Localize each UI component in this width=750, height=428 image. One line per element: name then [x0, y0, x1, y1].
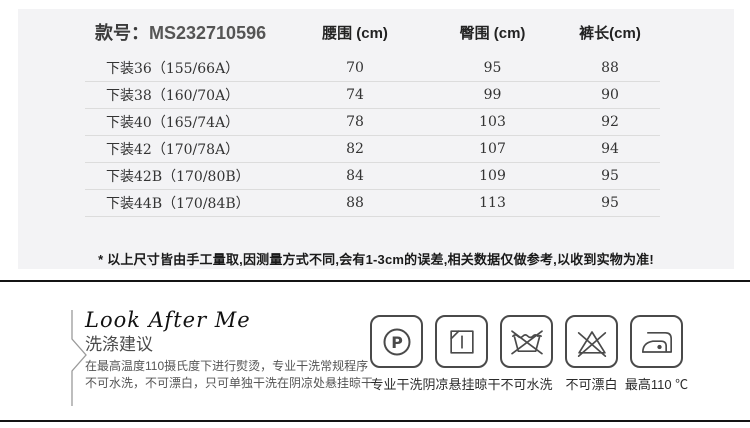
care-item-no-wash: 不可水洗 — [500, 315, 553, 393]
table-row: 下装44B（170/84B） 88 113 95 — [85, 190, 660, 217]
size-chart-panel: 款号：MS232710596 腰围 (cm) 臀围 (cm) 裤长(cm) 下装… — [18, 9, 734, 269]
table-row: 下装42（170/78A） 82 107 94 — [85, 136, 660, 163]
care-label: 不可水洗 — [500, 377, 553, 392]
care-icons-row: P 专业干洗 阴凉悬挂晾干 不可水洗 — [370, 315, 688, 393]
professional-dry-clean-icon: P — [370, 315, 423, 368]
care-item-hang-dry: 阴凉悬挂晾干 — [423, 315, 501, 393]
section-divider — [0, 280, 750, 282]
row-waist: 84 — [346, 168, 364, 184]
table-row: 下装42B（170/80B） 84 109 95 — [85, 163, 660, 190]
row-waist: 82 — [346, 141, 364, 157]
row-length: 92 — [601, 114, 619, 130]
care-title-zh: 洗涤建议 — [85, 335, 153, 354]
care-desc-line2: 不可水洗，不可漂白，只可单独干洗在阴凉处悬挂晾干 — [85, 376, 374, 390]
care-desc-line1: 在最高温度110摄氏度下进行熨烫，专业干洗常规程序 — [85, 359, 369, 373]
table-row: 下装38（160/70A） 74 99 90 — [85, 82, 660, 109]
row-length: 94 — [601, 141, 619, 157]
row-length: 88 — [601, 60, 619, 76]
style-number-label: 款号： — [95, 23, 149, 43]
hang-dry-in-shade-icon — [435, 315, 488, 368]
size-table-header: 款号：MS232710596 腰围 (cm) 臀围 (cm) 裤长(cm) — [85, 9, 660, 55]
measurement-note: * 以上尺寸皆由手工量取,因测量方式不同,会有1-3cm的误差,相关数据仅做参考… — [98, 252, 654, 267]
row-size: 下装42B（170/80B） — [106, 169, 250, 185]
care-label: 专业干洗 — [370, 377, 423, 392]
svg-text:P: P — [391, 332, 403, 351]
row-waist: 74 — [346, 87, 364, 103]
bottom-divider — [0, 420, 750, 422]
style-number: 款号：MS232710596 — [85, 19, 285, 45]
row-size: 下装36（155/66A） — [106, 61, 240, 77]
care-label: 不可漂白 — [565, 377, 618, 392]
row-hip: 95 — [483, 60, 502, 76]
table-row: 下装40（165/74A） 78 103 92 — [85, 109, 660, 136]
care-item-dry-clean: P 专业干洗 — [370, 315, 423, 393]
care-label: 阴凉悬挂晾干 — [422, 377, 501, 392]
do-not-bleach-icon — [565, 315, 618, 368]
care-instructions: Look After Me 洗涤建议 在最高温度110摄氏度下进行熨烫，专业干洗… — [85, 308, 374, 391]
style-number-value: MS232710596 — [149, 23, 267, 43]
row-hip: 113 — [479, 195, 506, 211]
row-size: 下装38（160/70A） — [106, 88, 240, 104]
iron-max-110-icon — [630, 315, 683, 368]
row-waist: 78 — [346, 114, 364, 130]
row-hip: 99 — [483, 87, 502, 103]
care-label: 最高110 ℃ — [624, 377, 689, 392]
size-table: 款号：MS232710596 腰围 (cm) 臀围 (cm) 裤长(cm) 下装… — [85, 9, 660, 217]
row-hip: 109 — [479, 168, 506, 184]
row-length: 95 — [601, 195, 619, 211]
row-size: 下装44B（170/84B） — [106, 196, 250, 212]
care-item-iron: 最高110 ℃ — [625, 315, 688, 393]
row-waist: 70 — [346, 60, 364, 76]
do-not-wash-icon — [500, 315, 553, 368]
row-hip: 103 — [479, 114, 506, 130]
column-header-hip: 臀围 (cm) — [459, 24, 526, 42]
row-hip: 107 — [479, 141, 506, 157]
care-item-no-bleach: 不可漂白 — [565, 315, 618, 393]
row-waist: 88 — [346, 195, 364, 211]
bracket-decoration — [71, 310, 87, 406]
row-length: 95 — [601, 168, 619, 184]
row-size: 下装40（165/74A） — [106, 115, 240, 131]
row-length: 90 — [601, 87, 619, 103]
care-title-en: Look After Me — [85, 308, 251, 332]
column-header-waist: 腰围 (cm) — [322, 24, 388, 42]
table-row: 下装36（155/66A） 70 95 88 — [85, 55, 660, 82]
column-header-length: 裤长(cm) — [579, 24, 641, 42]
row-size: 下装42（170/78A） — [106, 142, 240, 158]
